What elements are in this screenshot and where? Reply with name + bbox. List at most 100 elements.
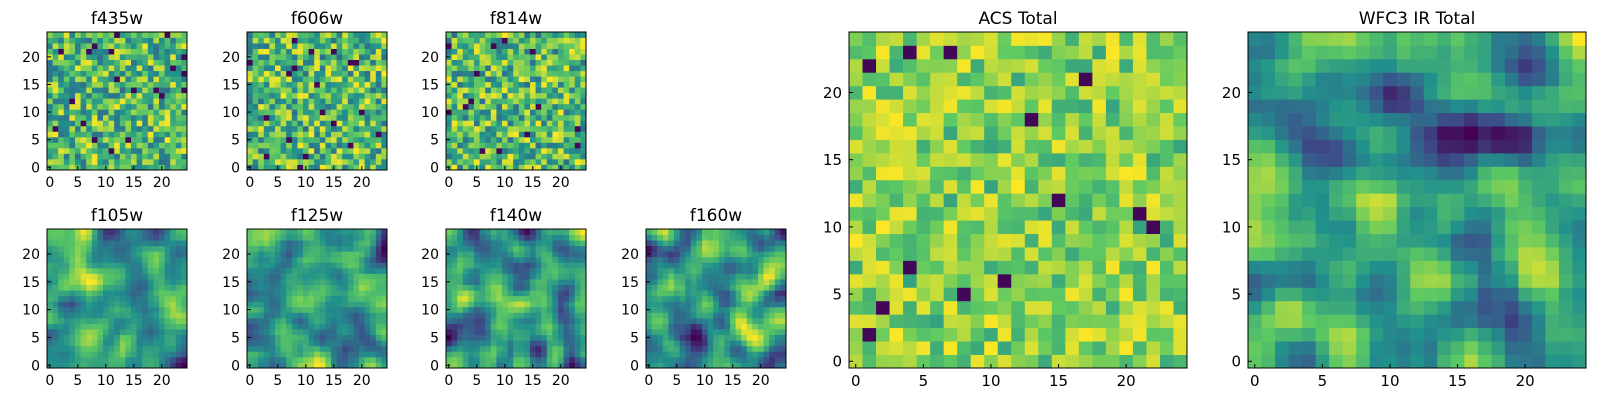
heatmap-cell (47, 147, 53, 154)
heatmap-cell (930, 220, 945, 234)
heatmap-cell (569, 251, 576, 258)
heatmap-cell (763, 362, 770, 369)
y-tick-label: 0 (31, 358, 40, 374)
heatmap-cell (181, 125, 188, 132)
heatmap-cell (468, 65, 475, 72)
heatmap-cell (303, 345, 309, 352)
heatmap-cell (52, 317, 59, 324)
heatmap-cell (97, 103, 104, 110)
heatmap-cell (159, 120, 165, 127)
heatmap-cell (780, 323, 787, 330)
heatmap-cell (347, 317, 354, 324)
heatmap-cell (490, 147, 497, 154)
heatmap-cell (502, 37, 508, 44)
heatmap-cell (291, 54, 298, 60)
heatmap-cell (331, 114, 337, 121)
heatmap-cell (1173, 314, 1188, 329)
heatmap-cell (86, 48, 93, 55)
heatmap-cell (518, 43, 525, 49)
heatmap-cell (468, 284, 475, 291)
heatmap-cell (1051, 166, 1066, 181)
heatmap-cell (308, 32, 315, 38)
heatmap-cell (524, 334, 531, 341)
heatmap-cell (657, 323, 664, 330)
heatmap-cell (984, 341, 999, 355)
heatmap-cell (541, 290, 548, 297)
heatmap-cell (479, 279, 486, 285)
heatmap-cell (546, 147, 553, 154)
heatmap-cell (569, 340, 576, 347)
heatmap-cell (370, 295, 377, 302)
heatmap-cell (758, 284, 764, 291)
heatmap-cell (381, 54, 388, 60)
heatmap-cell (280, 351, 287, 358)
heatmap-cell (646, 284, 652, 291)
heatmap-cell (347, 164, 354, 171)
heatmap-cell (651, 284, 658, 291)
heatmap-cell (474, 312, 480, 319)
heatmap-cell (741, 240, 748, 247)
heatmap-cell (485, 240, 492, 247)
y-tick-label: 0 (231, 358, 240, 374)
heatmap-cell (263, 65, 270, 72)
heatmap-cell (1132, 273, 1147, 288)
heatmap-cell (718, 262, 725, 269)
heatmap-cell (724, 356, 731, 363)
heatmap-cell (131, 92, 137, 99)
heatmap-cell (103, 334, 109, 341)
heatmap-cell (1065, 300, 1080, 315)
heatmap-cell (849, 300, 863, 315)
heatmap-cell (91, 125, 98, 132)
heatmap-cell (347, 92, 354, 99)
heatmap-cell (252, 59, 259, 66)
heatmap-cell (496, 240, 503, 247)
heatmap-cell (446, 59, 452, 66)
heatmap-cell (108, 317, 115, 324)
heatmap-cell (91, 240, 98, 247)
heatmap-cell (52, 164, 59, 171)
heatmap-cell (741, 317, 748, 324)
heatmap-cell (496, 92, 503, 99)
heatmap-cell (524, 340, 531, 347)
heatmap-cell (513, 92, 520, 99)
heatmap-cell (347, 301, 354, 308)
heatmap-cell (80, 245, 87, 252)
heatmap-cell (63, 267, 70, 274)
heatmap-cell (446, 48, 452, 55)
heatmap-cell (558, 98, 564, 105)
heatmap-cell (752, 329, 759, 336)
heatmap-cell (746, 245, 753, 252)
heatmap-cell (319, 251, 326, 258)
heatmap-cell (381, 240, 388, 247)
heatmap-cell (170, 92, 177, 99)
heatmap-cell (359, 54, 365, 60)
heatmap-cell (103, 136, 109, 143)
heatmap-cell (347, 158, 354, 165)
heatmap-cell (314, 48, 321, 55)
heatmap-cell (724, 334, 731, 341)
heatmap-cell (114, 306, 121, 313)
heatmap-cell (86, 158, 93, 165)
heatmap-cell (63, 290, 70, 297)
heatmap-cell (136, 76, 143, 83)
heatmap-cell (381, 306, 388, 313)
heatmap-cell (1132, 179, 1147, 194)
heatmap-cell (552, 273, 559, 280)
heatmap-cell (269, 356, 276, 363)
heatmap-cell (574, 92, 581, 99)
heatmap-cell (862, 233, 877, 248)
heatmap-cell (651, 240, 658, 247)
heatmap-cell (370, 345, 377, 352)
heatmap-cell (513, 240, 520, 247)
heatmap-cell (303, 125, 309, 132)
heatmap-cell (80, 351, 87, 358)
heatmap-cell (375, 43, 382, 49)
heatmap-cell (175, 351, 182, 358)
heatmap-cell (359, 356, 365, 363)
heatmap-cell (718, 295, 725, 302)
heatmap-cell (646, 234, 652, 241)
heatmap-cell (552, 323, 559, 330)
heatmap-cell (468, 234, 475, 241)
heatmap-cell (319, 70, 326, 77)
heatmap-cell (347, 120, 354, 127)
